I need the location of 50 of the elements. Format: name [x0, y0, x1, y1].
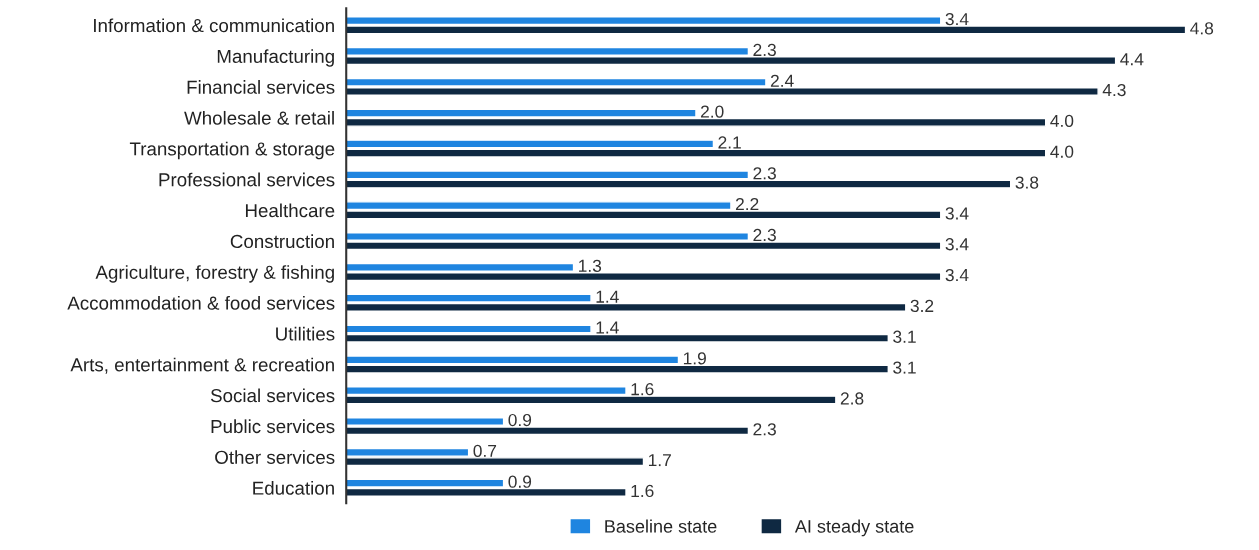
y-tick-label: Information & communication	[94, 18, 334, 33]
legend-label: AI steady state	[794, 519, 914, 537]
data-label: 2.3	[753, 43, 776, 57]
data-label: 1.7	[648, 454, 671, 467]
data-label: 1.3	[579, 259, 602, 272]
data-label: 2.1	[718, 136, 741, 149]
y-tick-label: Agriculture, forestry & fishing	[95, 265, 334, 283]
legend-label: Baseline state	[605, 519, 717, 533]
y-tick-label: Transportation & storage	[129, 141, 335, 160]
y-tick-label: Arts, entertainment & recreation	[70, 357, 334, 374]
y-tick-label: Accommodation & food services	[67, 295, 335, 310]
data-label: 4.4	[1120, 53, 1144, 66]
data-label: 0.7	[473, 444, 497, 458]
data-label: 3.1	[893, 361, 916, 374]
data-label: 1.9	[683, 352, 706, 365]
y-tick-label: Social services	[210, 388, 335, 403]
y-tick-label: Financial services	[187, 80, 335, 94]
data-label: 4.8	[1190, 22, 1214, 35]
y-tick-label: Public services	[211, 419, 335, 434]
data-label: 2.3	[753, 167, 776, 180]
y-tick-label: Construction	[230, 234, 334, 249]
data-label: 2.3	[753, 423, 776, 436]
data-label: 2.2	[735, 198, 759, 211]
data-label: 1.4	[596, 290, 619, 303]
data-label: 3.4	[945, 207, 969, 220]
y-tick-label: Education	[253, 481, 334, 495]
y-tick-label: Wholesale & retail	[184, 110, 334, 125]
y-tick-label: Healthcare	[245, 203, 335, 218]
data-label: 2.0	[700, 105, 724, 118]
data-label: 0.9	[508, 475, 532, 488]
data-label: 2.4	[770, 74, 794, 87]
data-label: 3.4	[945, 12, 969, 26]
y-tick-label: Manufacturing	[217, 49, 334, 67]
y-tick-label: Utilities	[276, 326, 335, 341]
data-label: 3.4	[945, 268, 969, 282]
data-label: 3.8	[1015, 176, 1039, 189]
data-label: 4.0	[1050, 145, 1074, 158]
data-label: 3.1	[893, 330, 916, 343]
data-label: 4.0	[1050, 114, 1074, 128]
y-tick-label: Other services	[215, 450, 335, 464]
data-label: 1.6	[631, 484, 654, 498]
y-tick-label: Professional services	[159, 172, 335, 187]
data-label: 4.3	[1102, 83, 1126, 97]
data-label: 1.4	[596, 321, 619, 334]
data-label: 3.2	[910, 299, 934, 313]
data-label: 1.6	[631, 383, 654, 396]
data-label: 2.8	[840, 392, 864, 405]
data-label: 2.3	[753, 228, 776, 242]
data-label: 3.4	[945, 238, 969, 251]
data-label: 0.9	[508, 413, 532, 427]
